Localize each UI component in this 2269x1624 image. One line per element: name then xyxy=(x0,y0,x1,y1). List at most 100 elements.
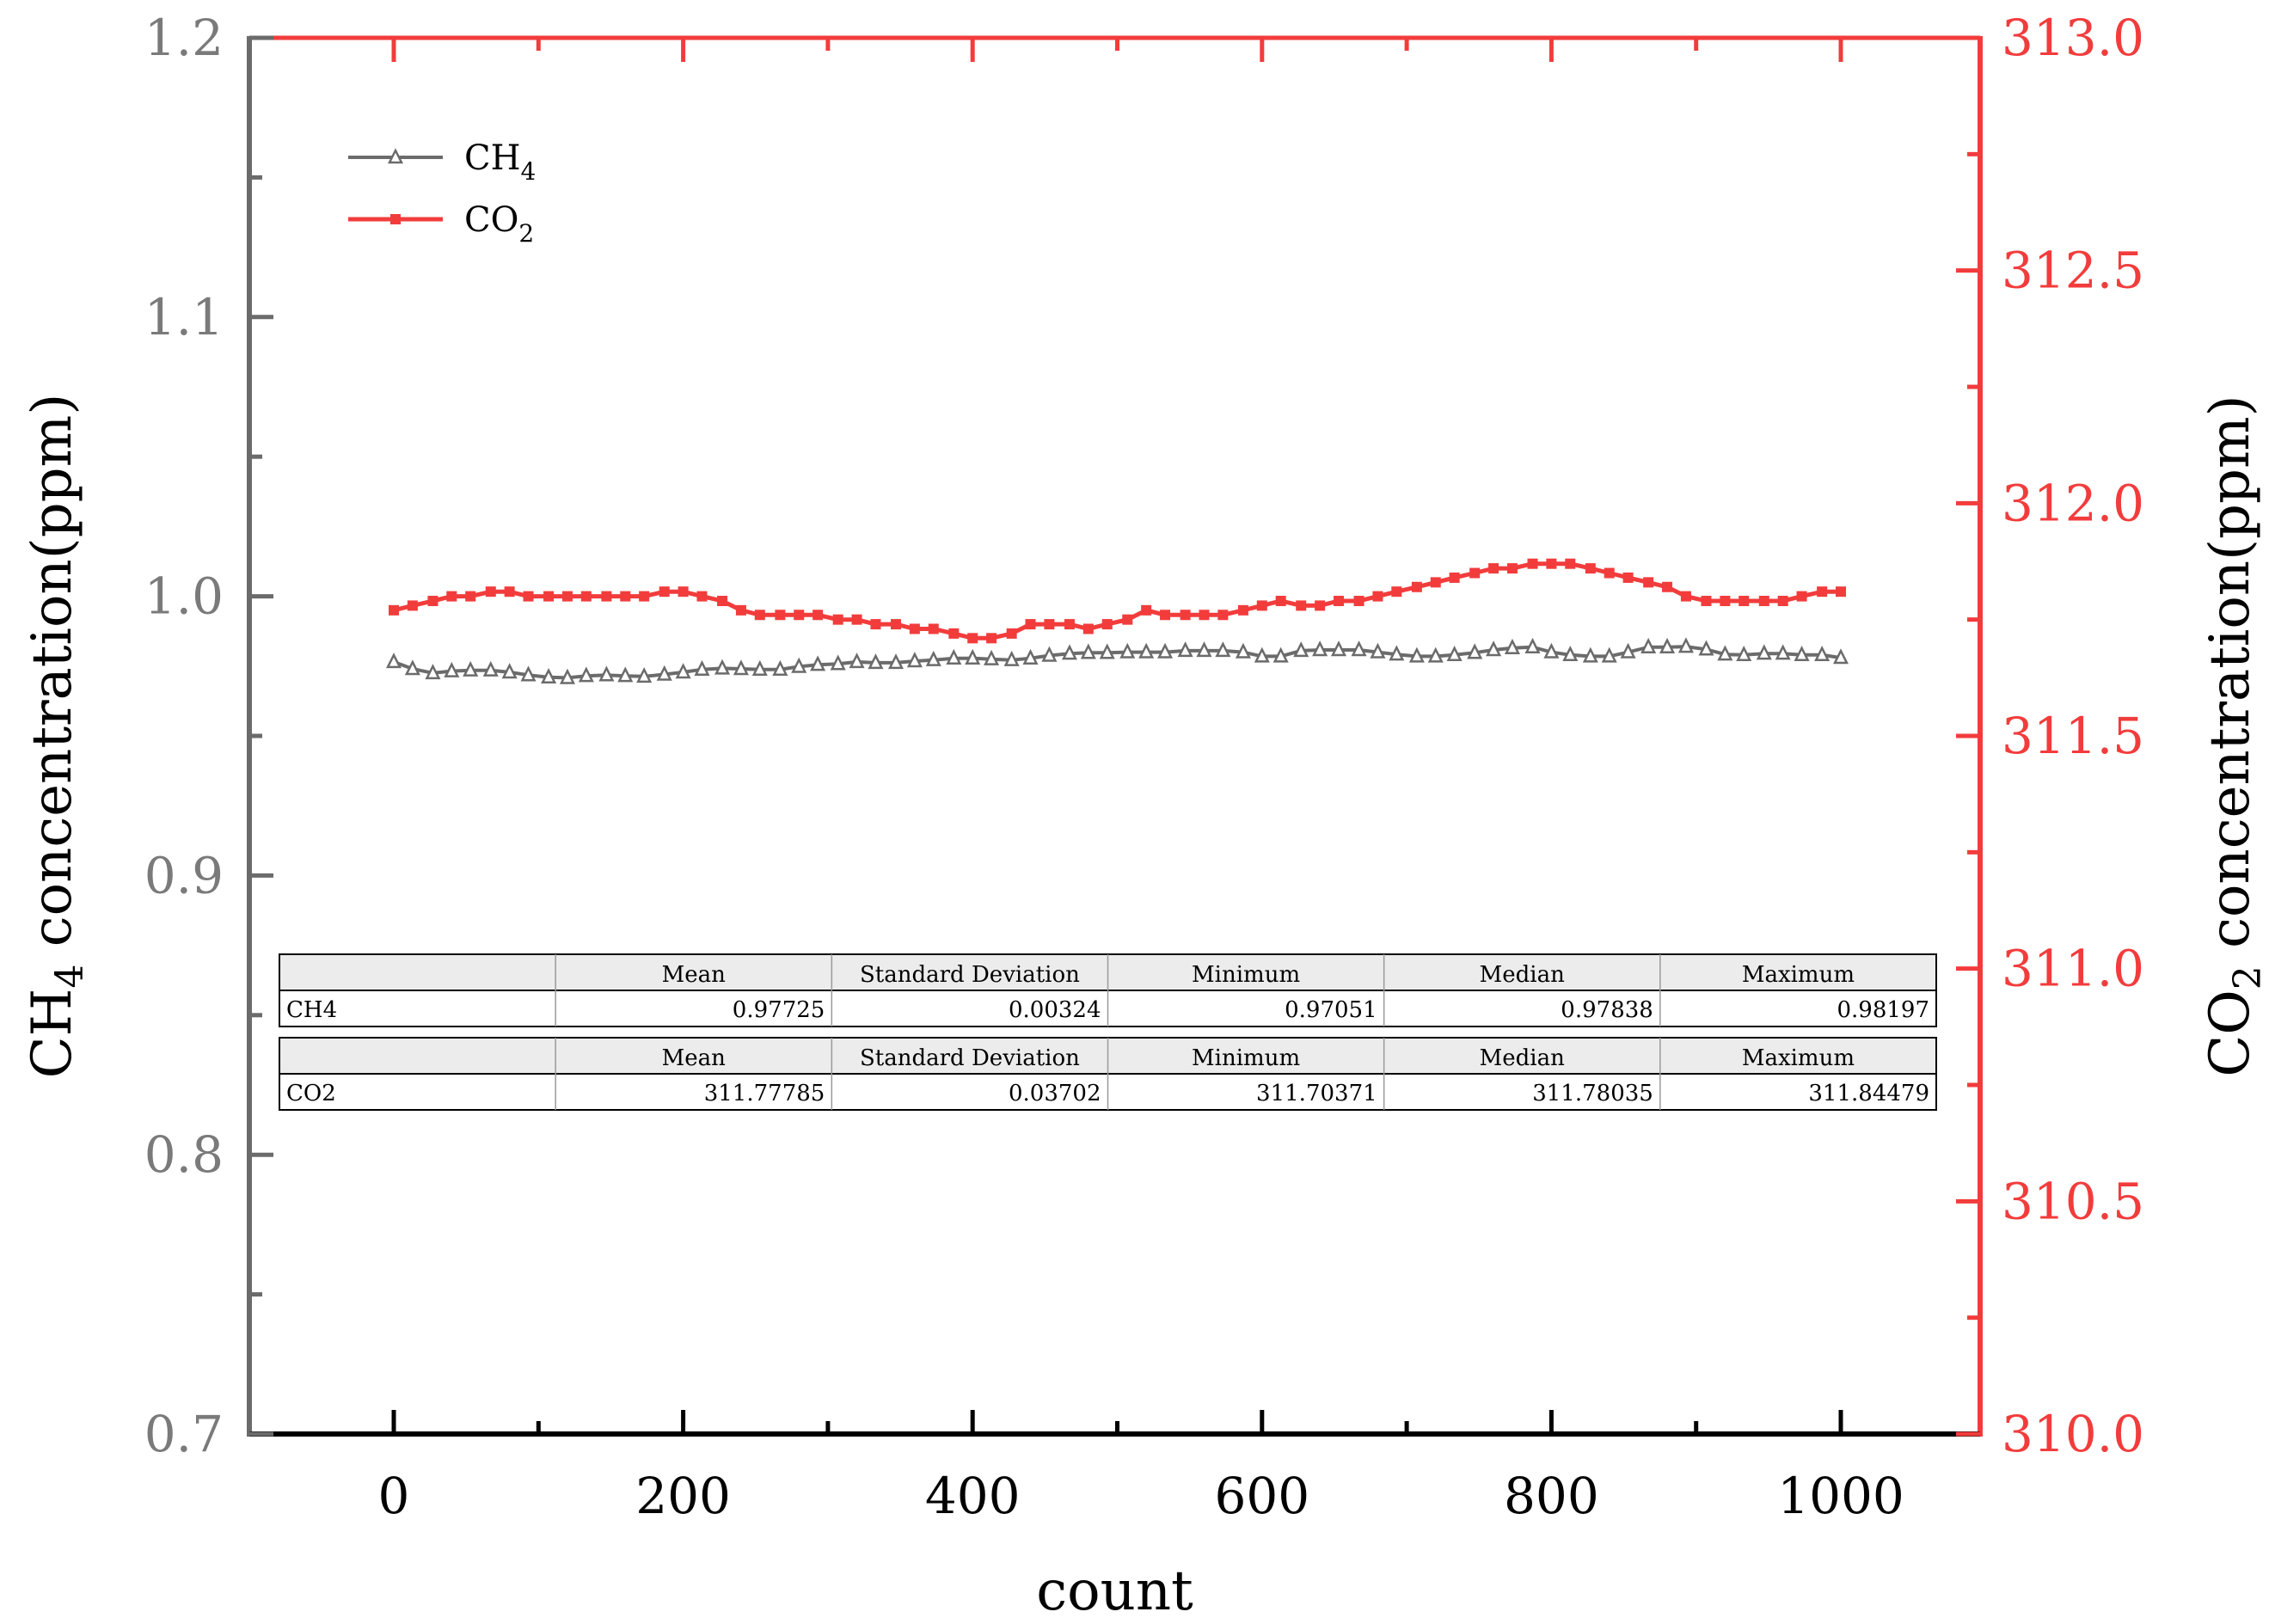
co2-point xyxy=(1199,610,1210,621)
co2-point xyxy=(485,586,496,598)
co2-point xyxy=(504,586,515,598)
co2-point xyxy=(1006,628,1017,639)
co2-point xyxy=(1237,604,1248,616)
ch4-point xyxy=(1389,645,1405,661)
ch4-point xyxy=(925,650,941,666)
ch4-point xyxy=(1717,645,1733,661)
ch4-point xyxy=(1293,641,1309,658)
co2-point xyxy=(1411,581,1422,592)
co2-point xyxy=(580,591,592,602)
ch4-point xyxy=(444,661,460,677)
co2-point xyxy=(1064,619,1075,630)
ch4-point xyxy=(1832,648,1849,665)
ch4-point xyxy=(1254,647,1270,663)
ch4-point xyxy=(482,660,499,677)
right-y-tick-label: 311.5 xyxy=(2002,707,2144,765)
co2-point xyxy=(851,614,862,625)
left-y-tick-label: 0.9 xyxy=(144,846,224,904)
co2-point xyxy=(1796,591,1807,602)
co2-point xyxy=(928,623,939,634)
ch4-point xyxy=(1543,642,1560,659)
table-cell: 0.97838 xyxy=(1561,997,1653,1023)
ch4-point xyxy=(1177,641,1193,658)
ch4-point xyxy=(984,649,1000,665)
ch4-point xyxy=(1330,640,1347,657)
ch4-point xyxy=(1659,637,1676,653)
co2-point xyxy=(1372,591,1383,602)
ch4-point xyxy=(1467,643,1483,659)
table-header-cell: Median xyxy=(1480,1045,1565,1071)
co2-point xyxy=(1160,610,1171,621)
table-cell: 0.98197 xyxy=(1837,997,1929,1023)
co2-point xyxy=(967,633,978,644)
co2-point xyxy=(1488,563,1499,574)
co2-point xyxy=(1701,596,1712,607)
table-cell: 0.03702 xyxy=(1009,1081,1101,1106)
co2-point xyxy=(775,610,786,621)
co2-point xyxy=(1643,577,1654,588)
x-tick-label: 1000 xyxy=(1777,1467,1904,1525)
ch4-point xyxy=(578,666,594,683)
ch4-point xyxy=(636,667,653,683)
table-header-cell: Standard Deviation xyxy=(860,1045,1080,1071)
co2-point xyxy=(389,604,399,616)
table-cell: 0.97725 xyxy=(733,997,825,1023)
co2-point xyxy=(1758,596,1769,607)
co2-point xyxy=(620,591,631,602)
stats-table: Mean Standard Deviation Minimum Median Maxim… xyxy=(279,953,1937,1111)
co2-point xyxy=(1527,558,1538,569)
table-cell: 311.78035 xyxy=(1532,1081,1653,1106)
ch4-point xyxy=(404,659,420,676)
ch4-point xyxy=(1814,646,1831,662)
co2-point xyxy=(1430,577,1441,588)
co2-point xyxy=(1449,572,1460,583)
co2-point xyxy=(523,591,534,602)
co2-point xyxy=(870,619,881,630)
ch4-point xyxy=(1235,642,1251,659)
right-y-axis-title-sub: 2 xyxy=(2226,965,2269,990)
ch4-point xyxy=(1524,637,1541,653)
ch4-point xyxy=(965,648,981,665)
ch4-point xyxy=(714,659,731,675)
co2-point xyxy=(1141,604,1152,616)
co2-point xyxy=(1777,596,1788,607)
left-y-tick-label: 0.8 xyxy=(144,1125,224,1184)
ch4-point xyxy=(385,653,402,669)
co2-point xyxy=(1122,614,1133,625)
ch4-point xyxy=(656,665,672,681)
co2-point xyxy=(561,591,573,602)
legend-co2-sub: 2 xyxy=(518,219,534,248)
ch4-point xyxy=(675,663,691,679)
table-header-cell: Minimum xyxy=(1192,1045,1300,1071)
ch4-point xyxy=(1504,638,1520,654)
co2-point xyxy=(735,604,746,616)
table-header-cell: Maximum xyxy=(1742,962,1855,988)
ch4-point xyxy=(946,648,962,665)
co2-point xyxy=(1353,596,1364,607)
legend-ch4-label: CH4 xyxy=(464,138,536,186)
co2-point xyxy=(1217,610,1229,621)
ch4-point xyxy=(1080,643,1096,659)
ch4-point xyxy=(598,665,615,682)
co2-point xyxy=(1025,619,1036,630)
left-y-axis-title: CH4 concentration(ppm) xyxy=(21,394,92,1079)
ch4-point xyxy=(1215,641,1231,658)
co2-point xyxy=(465,591,476,602)
left-y-tick-label: 1.1 xyxy=(144,288,224,346)
co2-point xyxy=(1836,586,1846,598)
co2-point xyxy=(1082,623,1094,634)
right-y-axis-title-rest: concentration(ppm) xyxy=(2198,395,2262,965)
co2-point xyxy=(1315,600,1326,611)
co2-point xyxy=(1565,558,1576,569)
co2-point xyxy=(832,614,843,625)
co2-point xyxy=(1469,567,1481,579)
ch4-point xyxy=(1138,642,1155,659)
ch4-point xyxy=(694,659,710,676)
co2-point xyxy=(1180,610,1191,621)
co2-point xyxy=(794,610,805,621)
ch4-point xyxy=(1041,646,1058,662)
ch4-point xyxy=(906,652,923,668)
right-y-tick-label: 313.0 xyxy=(2002,9,2144,67)
